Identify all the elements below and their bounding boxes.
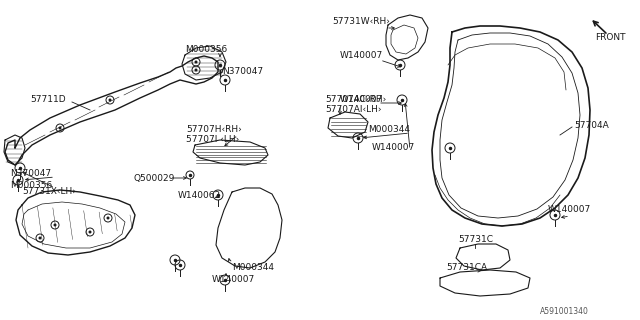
Text: W140062: W140062 bbox=[178, 190, 221, 199]
Text: 57731X‹LH›: 57731X‹LH› bbox=[22, 188, 76, 196]
Text: W140007: W140007 bbox=[340, 51, 383, 60]
Circle shape bbox=[54, 223, 56, 227]
Text: 57731C: 57731C bbox=[458, 236, 493, 244]
Circle shape bbox=[106, 217, 109, 220]
Text: 57711D: 57711D bbox=[30, 95, 66, 105]
Circle shape bbox=[38, 236, 42, 239]
Circle shape bbox=[88, 230, 92, 234]
Text: W140007: W140007 bbox=[340, 95, 383, 105]
Text: 57707H‹RH›: 57707H‹RH› bbox=[186, 125, 242, 134]
Circle shape bbox=[195, 68, 198, 71]
Text: 57731W‹RH›: 57731W‹RH› bbox=[332, 18, 390, 27]
Text: 57707I ‹LH›: 57707I ‹LH› bbox=[186, 135, 239, 145]
Circle shape bbox=[195, 60, 198, 63]
Text: N370047: N370047 bbox=[10, 169, 51, 178]
Circle shape bbox=[58, 126, 61, 130]
Text: FRONT: FRONT bbox=[595, 34, 625, 43]
Text: 57707AC‹RH›: 57707AC‹RH› bbox=[325, 95, 387, 105]
Text: W140007: W140007 bbox=[548, 205, 591, 214]
Text: M000356: M000356 bbox=[185, 45, 227, 54]
Text: M000344: M000344 bbox=[368, 125, 410, 134]
Text: M000356: M000356 bbox=[10, 180, 52, 189]
Text: M000344: M000344 bbox=[232, 263, 274, 273]
Text: W140007: W140007 bbox=[372, 143, 415, 153]
Circle shape bbox=[109, 99, 111, 101]
Text: W140007: W140007 bbox=[212, 276, 255, 284]
Text: A591001340: A591001340 bbox=[540, 308, 589, 316]
Text: 57704A: 57704A bbox=[574, 121, 609, 130]
Text: N370047: N370047 bbox=[222, 68, 263, 76]
Text: Q500029: Q500029 bbox=[133, 173, 174, 182]
Text: 57707AI‹LH›: 57707AI‹LH› bbox=[325, 106, 381, 115]
Text: 57731CA: 57731CA bbox=[446, 263, 487, 273]
